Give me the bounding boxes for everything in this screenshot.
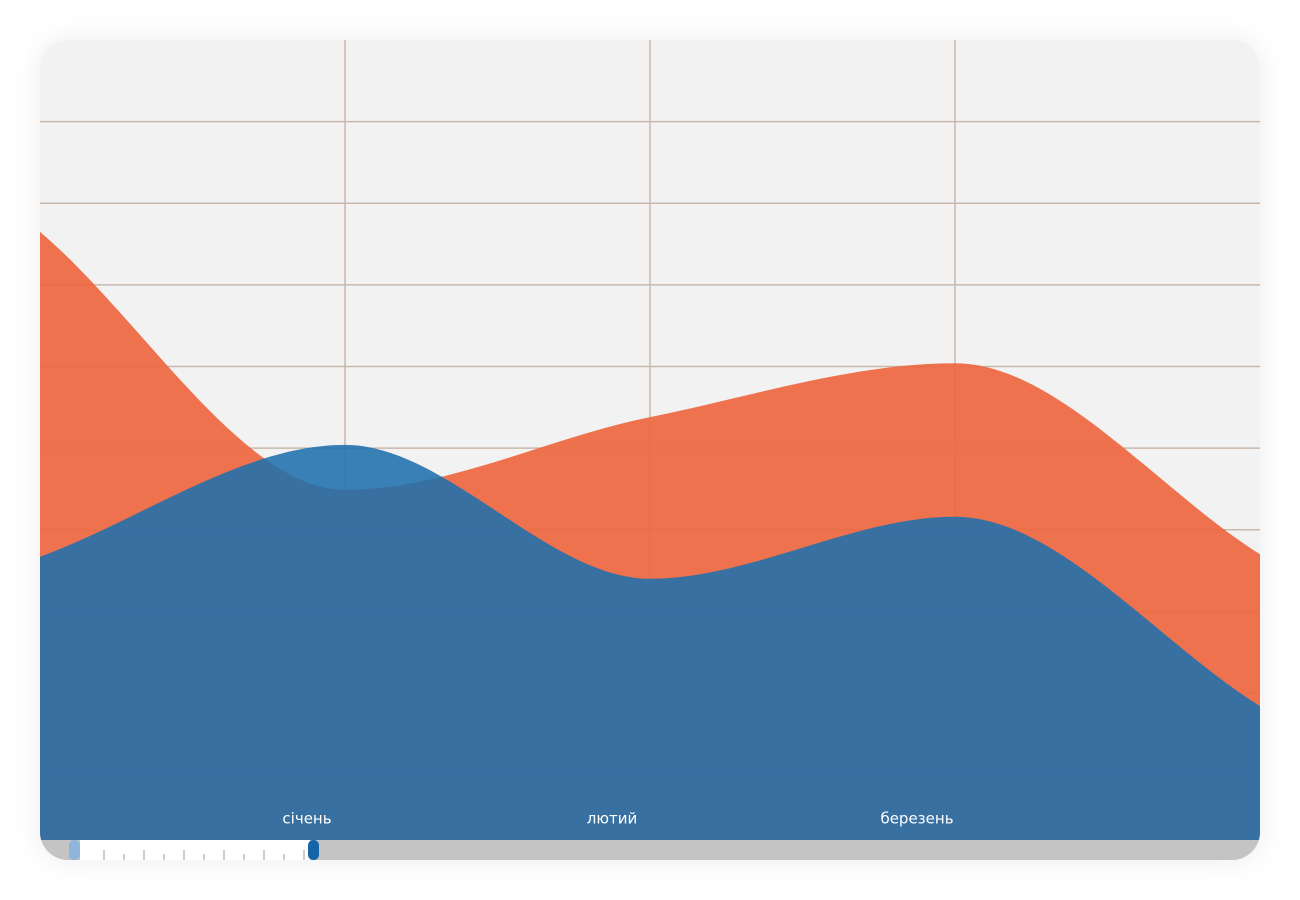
x-tick-label: березень <box>880 810 953 828</box>
scrollbar-handle-left[interactable] <box>69 840 80 860</box>
chart-card: січень лютий березень <box>40 40 1260 860</box>
x-tick-label: лютий <box>587 810 637 828</box>
scrollbar-track[interactable] <box>40 840 1260 860</box>
area <box>40 444 1260 840</box>
scrollbar-window[interactable] <box>80 840 310 860</box>
scrollbar-handle-right[interactable] <box>308 840 319 860</box>
x-tick-label: січень <box>282 810 331 828</box>
chart: січень лютий березень <box>40 40 1260 860</box>
scrollbar-ticks <box>103 850 305 860</box>
